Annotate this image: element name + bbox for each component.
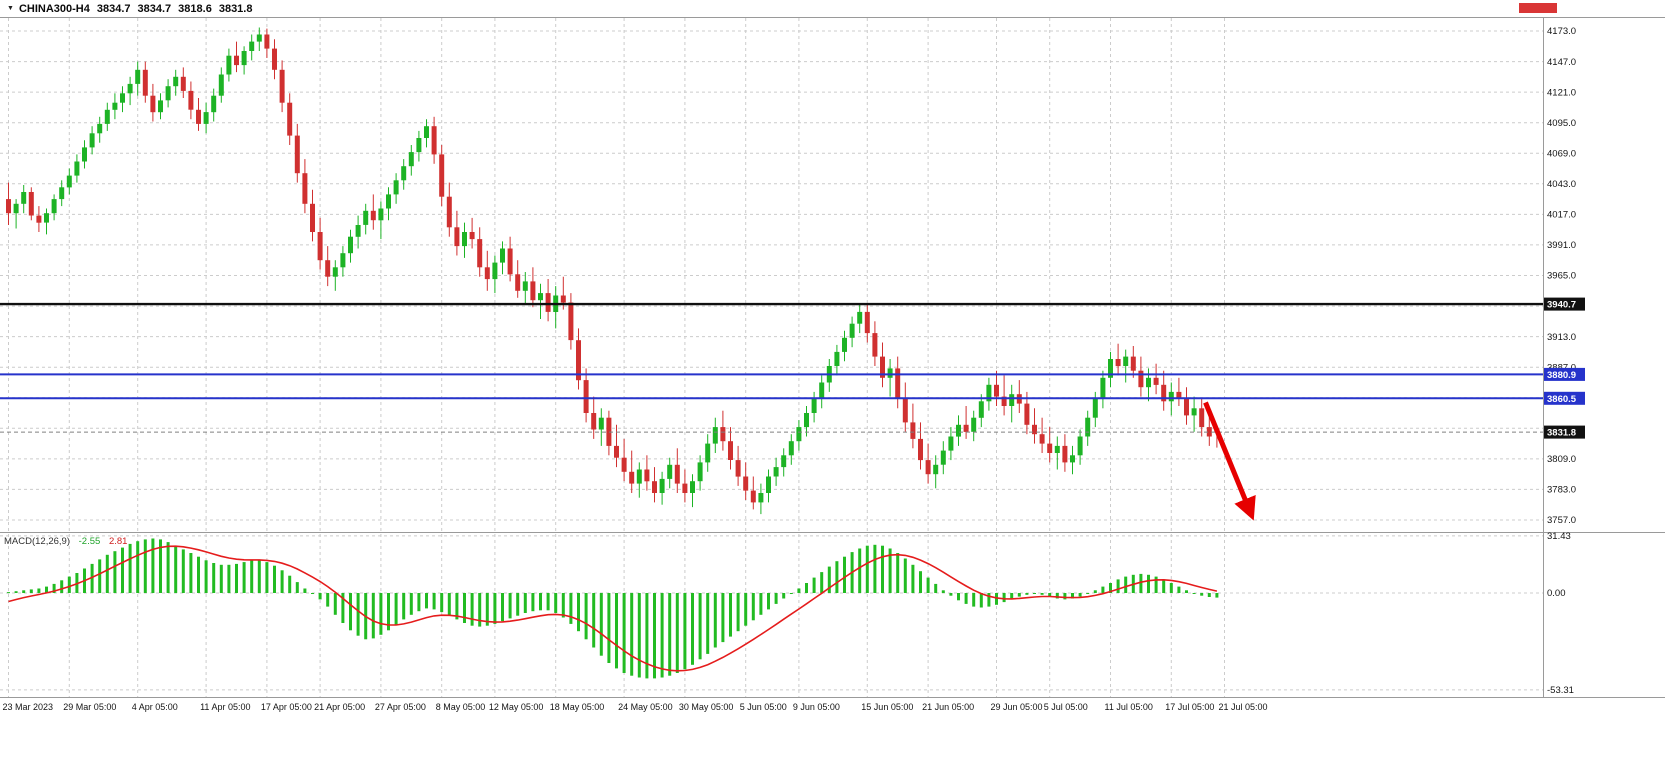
ohlc-low: 3818.6: [178, 2, 212, 15]
svg-text:3831.8: 3831.8: [1547, 428, 1576, 439]
axis-labels-layer: 4173.0 4147.0 4121.0 4095.0 4069.0 4043.0 4017…: [3, 26, 1577, 712]
date-label: 30 May 05:00: [679, 702, 734, 712]
date-label: 11 Jul 05:00: [1105, 702, 1153, 712]
price-axis-label: 4173.0: [1547, 26, 1576, 37]
date-label: 9 Jun 05:00: [793, 702, 840, 712]
date-label: 4 Apr 05:00: [132, 702, 178, 712]
price-axis-label: 3991.0: [1547, 240, 1576, 251]
macd-axis-label: 31.43: [1547, 531, 1571, 542]
price-axis-label: 4121.0: [1547, 87, 1576, 98]
date-label: 17 Jul 05:00: [1165, 702, 1214, 712]
price-badge: 3860.5: [1544, 391, 1585, 405]
date-label: 24 May 05:00: [618, 702, 673, 712]
date-label: 5 Jun 05:00: [740, 702, 787, 712]
ohlc-close: 3831.8: [218, 2, 253, 15]
price-axis-label: 4147.0: [1547, 57, 1576, 68]
price-axis-label: 4043.0: [1547, 179, 1576, 190]
macd-indicator-label: MACD(12,26,9) -2.55 2.81: [4, 536, 133, 547]
price-axis-label: 4095.0: [1547, 118, 1576, 129]
date-label: 5 Jul 05:00: [1044, 702, 1088, 712]
chart-header: ▼ CHINA300-H4 3834.7 3834.7 3818.6 3831.…: [0, 0, 1665, 17]
price-badges-layer: 3940.7 3880.9 3860.5 3831.8: [1544, 297, 1585, 439]
ohlc-open: 3834.7: [96, 2, 131, 15]
separator-layer: [0, 17, 1665, 698]
date-label: 21 Apr 05:00: [314, 702, 365, 712]
price-axis-label: 3757.0: [1547, 515, 1576, 526]
macd-main-value: -2.55: [78, 536, 101, 547]
price-axis-label: 3913.0: [1547, 332, 1576, 343]
date-label: 15 Jun 05:00: [861, 702, 913, 712]
macd-signal-line: [8, 545, 1218, 672]
price-axis-label: 3965.0: [1547, 271, 1576, 282]
date-label: 29 Mar 05:00: [63, 702, 116, 712]
date-label: 8 May 05:00: [436, 702, 486, 712]
level-lines-layer: [0, 302, 1543, 521]
candlestick-series: [6, 27, 1220, 515]
price-axis-label: 4017.0: [1547, 210, 1576, 221]
grid-layer: [0, 18, 1543, 697]
trend-arrow[interactable]: [1203, 401, 1256, 521]
macd-axis-label: -53.31: [1547, 685, 1574, 696]
svg-text:3880.9: 3880.9: [1547, 370, 1576, 381]
svg-text:3860.5: 3860.5: [1547, 394, 1577, 405]
price-axis-label: 3809.0: [1547, 454, 1576, 465]
price-badge: 3940.7: [1544, 297, 1585, 311]
price-axis-label: 3783.0: [1547, 485, 1576, 496]
date-label: 18 May 05:00: [550, 702, 605, 712]
price-axis-label: 4069.0: [1547, 149, 1576, 160]
macd-signal-value: 2.81: [108, 536, 128, 547]
date-label: 17 Apr 05:00: [261, 702, 312, 712]
date-label: 12 May 05:00: [489, 702, 544, 712]
red-marker: [1519, 3, 1557, 13]
price-badge: 3880.9: [1544, 367, 1585, 381]
date-label: 11 Apr 05:00: [200, 702, 250, 712]
ohlc-high: 3834.7: [137, 2, 172, 15]
symbol-period-label: CHINA300-H4: [18, 2, 90, 15]
date-label: 29 Jun 05:00: [991, 702, 1043, 712]
macd-name: MACD(12,26,9): [4, 536, 70, 547]
symbol-dropdown-icon[interactable]: ▼: [7, 5, 14, 12]
price-badge: 3831.8: [1544, 425, 1585, 439]
date-label: 21 Jul 05:00: [1219, 702, 1268, 712]
svg-text:3940.7: 3940.7: [1547, 300, 1576, 311]
date-label: 23 Mar 2023: [3, 702, 54, 712]
macd-histogram: [7, 538, 1219, 679]
date-label: 21 Jun 05:00: [922, 702, 974, 712]
date-label: 27 Apr 05:00: [375, 702, 426, 712]
macd-axis-label: 0.00: [1547, 588, 1566, 599]
